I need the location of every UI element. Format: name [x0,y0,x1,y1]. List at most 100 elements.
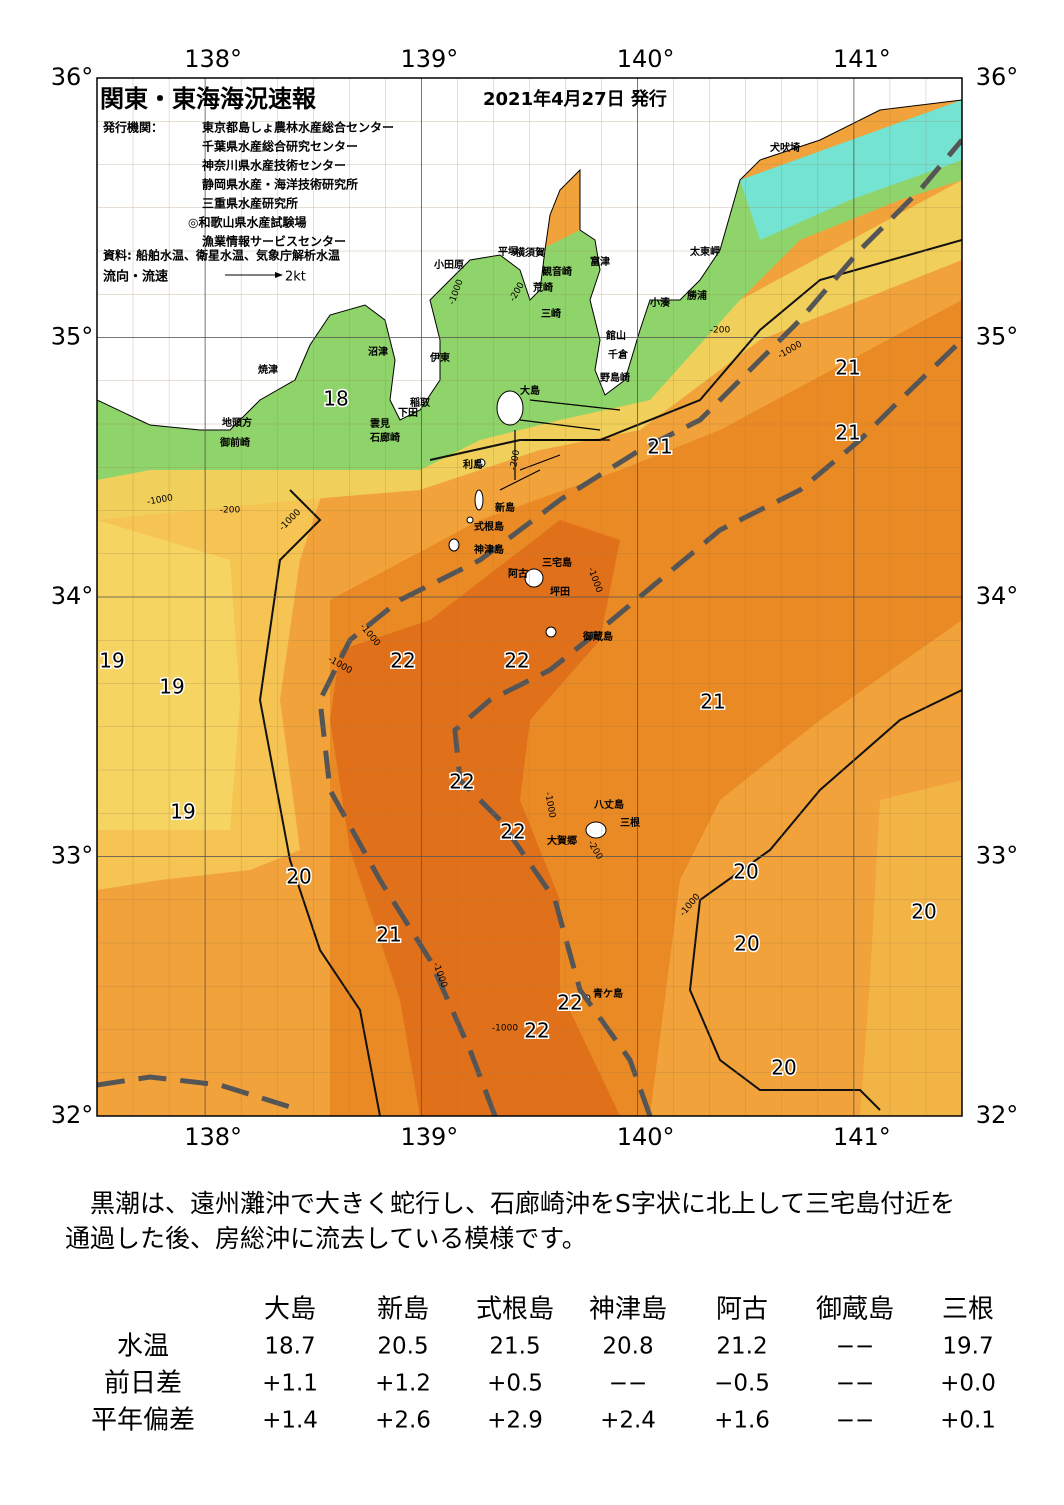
kuroshio-line [97,1074,301,1113]
temperature-label: 21 [647,435,672,459]
lat-label: 36° [976,63,1019,91]
island [474,489,484,511]
table-header: 御蔵島 [816,1295,894,1325]
table-cell: −0.5 [714,1371,770,1397]
legend-arrowhead [275,272,283,278]
issuer: 静岡県水産・海洋技術研究所 [202,177,358,192]
place-name: 館山 [605,329,626,342]
place-name: 八丈島 [593,798,624,811]
table-header: 新島 [377,1295,429,1325]
table-cell: +2.6 [375,1408,431,1434]
kuroshio-line [317,138,962,1116]
depth-label: -1000 [542,791,556,819]
lat-label: 34° [976,582,1019,610]
map-frame [96,77,963,1117]
temperature-label: 20 [911,900,936,924]
lon-label: 140° [617,1123,675,1151]
table-header: 神津島 [589,1295,667,1325]
place-name: 御前崎 [219,436,250,449]
temperature-label: 22 [557,991,582,1015]
issuer: 千葉県水産総合研究センター [202,139,358,154]
table-header: 三根 [942,1295,994,1325]
lon-label: 141° [833,1123,891,1151]
table-cell: 21.2 [716,1334,767,1360]
island [545,626,557,638]
lat-label: 33° [51,842,94,870]
table-cell: −− [836,1408,875,1434]
temperature-label: 22 [524,1019,549,1043]
table-cell: 20.8 [602,1334,653,1360]
title: 関東・東海海況速報 [100,85,317,113]
place-name: 平塚 [498,245,518,258]
place-name: 犬吠埼 [770,141,800,154]
table-cell: 21.5 [489,1334,540,1360]
place-name: 坪田 [550,585,570,598]
place-name: 地頭方 [222,416,252,429]
lon-label: 139° [400,1123,458,1151]
place-name: 大賀郷 [547,834,577,847]
island [476,458,486,468]
place-name: 荒崎 [532,281,553,294]
issuer-label: 発行機関： [102,120,163,135]
legend-speed: 2kt [285,270,306,285]
table-header: 大島 [264,1295,316,1325]
depth-label: -1000 [146,493,174,507]
place-name: 三崎 [541,307,561,320]
lat-label: 33° [976,842,1019,870]
place-name: 三宅島 [542,556,572,569]
place-name: 野島崎 [600,371,630,384]
table-cell: −− [836,1371,875,1397]
lon-label: 140° [617,45,675,73]
issuer: 神奈川県水産技術センター [202,158,346,173]
table-cell: +0.1 [940,1408,996,1434]
table-cell: +1.4 [262,1408,318,1434]
place-name: 富津 [590,255,610,268]
issue-date: 2021年4月27日 発行 [483,88,667,110]
place-name: 御蔵島 [582,630,613,643]
temperature-label: 22 [504,649,529,673]
lat-label: 35° [51,323,94,351]
place-name: 阿古 [508,567,528,580]
current-arrows [499,399,621,491]
lat-label: 36° [51,63,94,91]
lat-label: 34° [51,582,94,610]
source: 資料: 船舶水温、衛星水温、気象庁解析水温 [103,248,340,263]
place-name: 大島 [520,384,540,397]
table-cell: +0.0 [940,1371,996,1397]
island [448,538,460,552]
warm-water [860,780,962,1116]
place-name: 横須賀 [515,246,545,259]
temperature-label: 19 [159,675,184,699]
table-cell: +1.2 [375,1371,431,1397]
depth-label: -200 [220,506,241,516]
depth-label: -200 [509,449,522,471]
arrow [519,419,601,431]
temperature-label: 19 [170,800,195,824]
temperature-label: 20 [733,860,758,884]
isotherm [688,689,962,1111]
grid [97,78,962,1116]
kuroshio-axis [97,138,962,1116]
kuroshio-line [452,338,962,1116]
depth-label: -1000 [492,1024,518,1034]
row-label: 平年偏差 [91,1406,195,1436]
depth-label: -200 [710,326,731,336]
table-header: 式根島 [476,1295,554,1325]
lon-label: 141° [833,45,891,73]
place-name: 利島 [463,458,483,471]
issuer: ◎和歌山県水産試験場 [188,215,306,230]
map-ocean [97,78,962,1116]
place-name: 勝浦 [687,289,707,302]
table-cell: 20.5 [377,1334,428,1360]
table-cell: +0.5 [487,1371,543,1397]
legend-label: 流向・流速 [103,269,168,285]
cold-water [740,100,962,240]
table-cell: −− [609,1371,648,1397]
lon-label: 139° [400,45,458,73]
place-name: 下田 [398,407,418,419]
place-name: 焼津 [258,363,278,376]
place-name: 新島 [495,501,515,514]
table-cell: +2.4 [600,1408,656,1434]
isotherm [429,239,962,461]
